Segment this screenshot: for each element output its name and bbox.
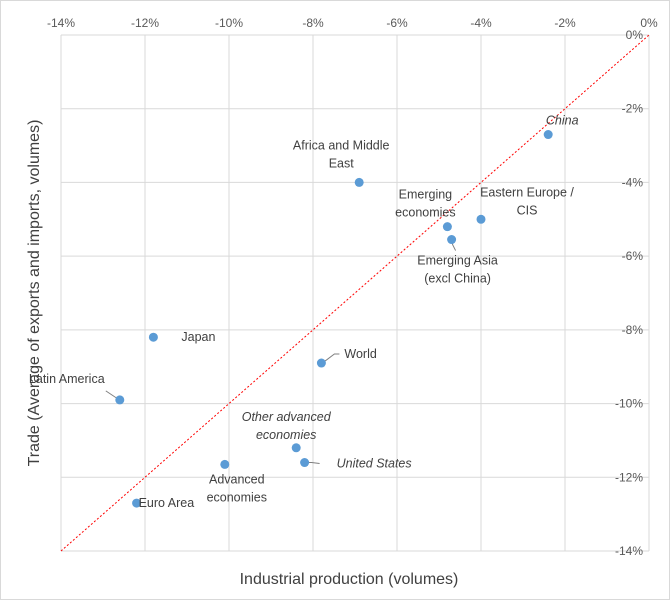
point-labels: China Africa and Middle East Eastern Europe… [29,114,579,511]
reference-line-group [60,34,650,552]
label-line: (excl China) [424,272,491,286]
label-line: World [344,347,376,361]
label-emerging-economies: Emerging economies [395,188,455,220]
point-eastern-europe-cis [476,214,486,224]
y-tick-label: -12% [615,470,643,484]
label-advanced-economies: Advanced economies [207,472,267,504]
y-tick-label: -10% [615,397,643,411]
label-line: Africa and Middle [293,138,390,152]
x-tick-label: -10% [215,16,243,30]
point-world [316,358,326,368]
label-line: United States [337,457,412,471]
label-line: Advanced [209,472,265,486]
point-other-advanced-economies [291,443,301,453]
label-line: China [546,114,579,128]
label-line: Emerging Asia [417,254,498,268]
point-japan [148,332,158,342]
point-emerging-economies [442,222,452,232]
point-latin-america [115,395,125,405]
x-tick-label: -2% [554,16,576,30]
label-line: Emerging [399,188,453,202]
x-tick-label: -6% [386,16,408,30]
label-eastern-europe-cis: Eastern Europe / CIS [480,185,574,217]
x-axis-title: Industrial production (volumes) [240,571,459,588]
label-china: China [546,114,579,128]
reference-line-45deg [60,34,650,552]
tick-labels: -14% -12% -10% -8% -6% -4% -2% 0%0% -2% -4% -6% -8%… [47,16,658,558]
grid-lines [60,34,650,552]
x-tick-label: 0% [640,16,658,30]
point-africa-and-middle-east [354,177,364,187]
point-advanced-economies [220,459,230,469]
point-china [543,130,553,140]
y-tick-label: -14% [615,544,643,558]
y-tick-label: -2% [622,102,644,116]
label-line: Euro Area [139,496,195,510]
label-africa-and-middle-east: Africa and Middle East [293,138,390,170]
x-tick-label: -8% [302,16,324,30]
label-line: East [329,156,355,170]
label-latin-america: Latin America [29,372,105,386]
label-euro-area: Euro Area [139,496,195,510]
label-line: Eastern Europe / [480,185,574,199]
label-line: economies [207,490,267,504]
label-line: CIS [517,203,538,217]
point-emerging-asia-excl-china [447,235,457,245]
label-line: Other advanced [242,410,332,424]
x-tick-label: -12% [131,16,159,30]
label-line: economies [256,428,316,442]
y-tick-label: -8% [622,323,644,337]
label-emerging-asia-excl-china: Emerging Asia (excl China) [417,254,498,286]
y-tick-label: 0% [626,28,644,42]
data-points [115,130,553,508]
y-axis-title: Trade (Average of exports and imports, v… [26,120,43,467]
y-tick-label: -6% [622,249,644,263]
label-line: Latin America [29,372,105,386]
label-japan: Japan [181,330,215,344]
y-tick-label: -4% [622,175,644,189]
x-tick-label: -4% [470,16,492,30]
point-euro-area [132,498,142,508]
label-world: World [344,347,376,361]
label-line: Japan [181,330,215,344]
x-tick-label: -14% [47,16,75,30]
label-united-states: United States [337,457,412,471]
label-other-advanced-economies: Other advanced economies [242,410,332,442]
point-united-states [300,458,310,468]
label-line: economies [395,206,455,220]
